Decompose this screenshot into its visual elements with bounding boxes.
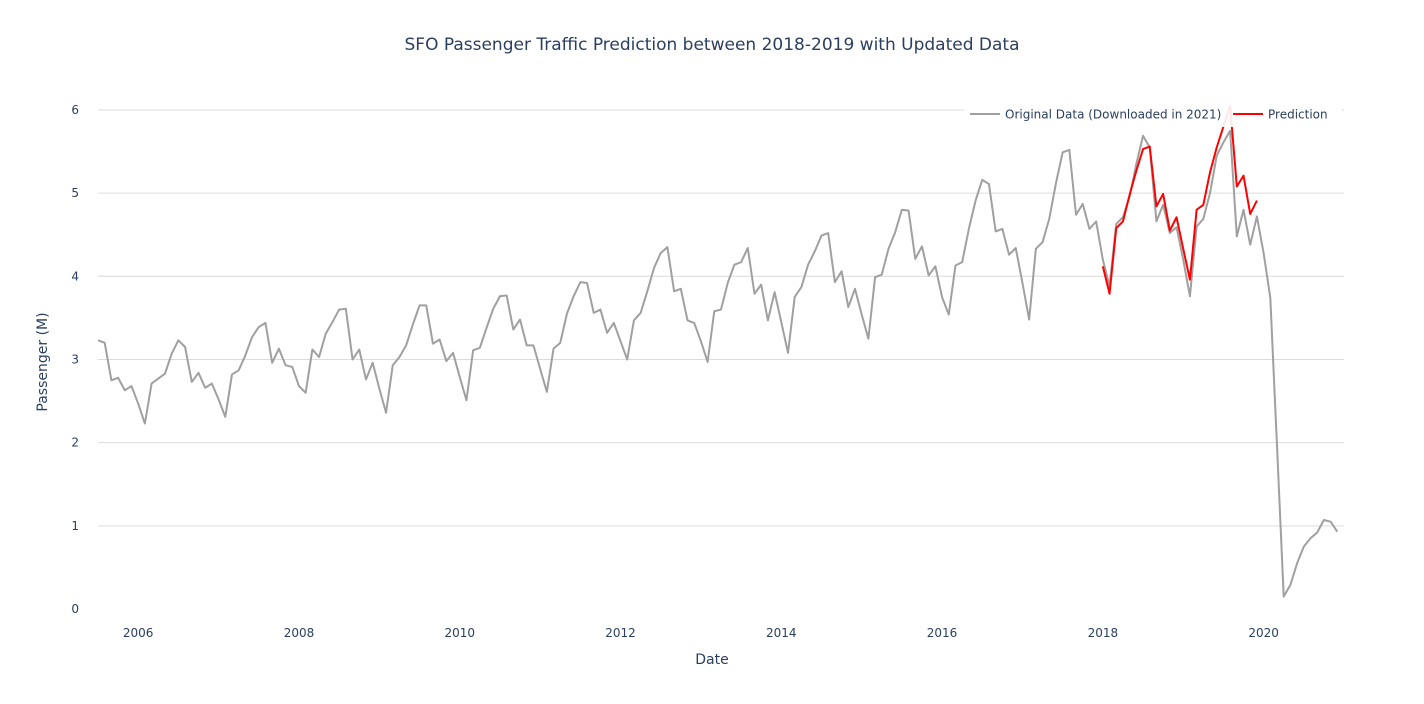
legend-item-prediction[interactable]: Prediction <box>1233 108 1328 122</box>
x-tick-label-2008: 2008 <box>284 626 315 640</box>
y-tick-label-1: 1 <box>71 519 79 533</box>
y-tick-label-6: 6 <box>71 103 79 117</box>
x-tick-label-2016: 2016 <box>927 626 958 640</box>
y-tick-label-4: 4 <box>71 269 79 283</box>
y-tick-label-5: 5 <box>71 186 79 200</box>
legend-background <box>964 101 1342 127</box>
x-axis-ticks: 2006 2008 2010 2012 2014 2016 2018 2020 <box>123 626 1279 640</box>
x-tick-label-2012: 2012 <box>605 626 636 640</box>
x-tick-label-2014: 2014 <box>766 626 797 640</box>
chart-title: SFO Passenger Traffic Prediction between… <box>405 35 1020 55</box>
y-tick-label-3: 3 <box>71 352 79 366</box>
x-axis-title: Date <box>695 652 728 668</box>
x-tick-label-2020: 2020 <box>1248 626 1279 640</box>
legend-label-prediction: Prediction <box>1268 108 1328 122</box>
y-axis-ticks: 0 1 2 3 4 5 6 <box>71 103 79 616</box>
legend-label-original-data: Original Data (Downloaded in 2021) <box>1005 108 1221 122</box>
y-tick-label-0: 0 <box>71 602 79 616</box>
y-axis-title: Passenger (M) <box>35 312 51 411</box>
y-tick-label-2: 2 <box>71 436 79 450</box>
x-tick-label-2006: 2006 <box>123 626 154 640</box>
x-tick-label-2018: 2018 <box>1088 626 1119 640</box>
x-tick-label-2010: 2010 <box>444 626 475 640</box>
legend-item-original-data[interactable]: Original Data (Downloaded in 2021) <box>970 108 1221 122</box>
legend: Original Data (Downloaded in 2021) Predi… <box>964 101 1342 127</box>
